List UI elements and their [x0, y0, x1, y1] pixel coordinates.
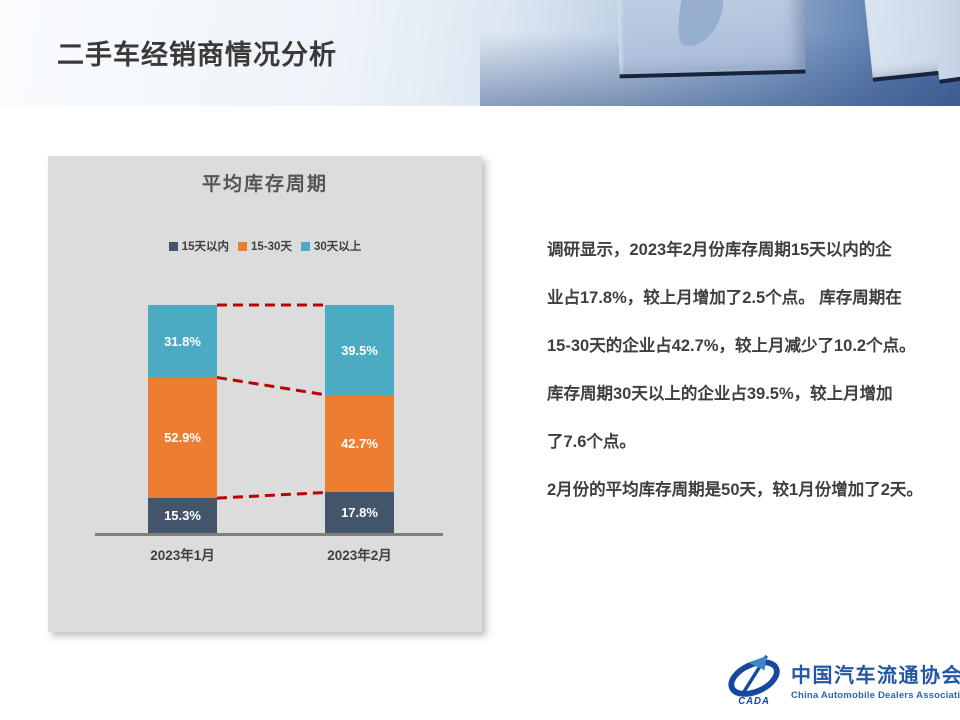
bar-segment: 15.3%	[148, 498, 217, 533]
bar-value-label: 42.7%	[341, 436, 378, 452]
stacked-bar: 31.8% 52.9% 15.3%	[148, 305, 217, 533]
analysis-line: 业占17.8%，较上月增加了2.5个点。 库存周期在	[547, 289, 902, 307]
bar-value-label: 31.8%	[164, 333, 201, 349]
analysis-line: 调研显示，2023年2月份库存周期15天以内的企	[547, 241, 892, 259]
bar-value-label: 17.8%	[341, 505, 378, 521]
legend-item: 30天以上	[300, 238, 362, 254]
analysis-line: 了7.6个点。	[547, 433, 636, 451]
x-axis-label: 2023年1月	[150, 548, 215, 563]
connector-line	[216, 376, 328, 397]
analysis-line: 库存周期30天以上的企业占39.5%，较上月增加	[547, 385, 893, 403]
x-axis-label: 2023年2月	[327, 548, 392, 563]
legend-label: 15-30天	[251, 241, 292, 253]
stacked-bar: 39.5% 42.7% 17.8%	[325, 305, 394, 533]
legend-label: 30天以上	[313, 241, 362, 253]
analysis-text-block: 调研显示，2023年2月份库存周期15天以内的企 业占17.8%，较上月增加了2…	[547, 226, 935, 514]
logo-chinese-name: 中国汽车流通协会	[791, 665, 960, 687]
bar-segment: 52.9%	[148, 377, 217, 499]
chart-panel: 平均库存周期 15天以内 15-30天 30天以上 31.8% 52.9% 15.3% 2…	[48, 156, 482, 632]
bar-segment: 17.8%	[325, 492, 394, 533]
slide-header: 二手车经销商情况分析	[0, 0, 960, 106]
legend-swatch-icon	[168, 241, 178, 251]
bar-value-label: 52.9%	[164, 430, 201, 446]
legend-swatch-icon	[238, 241, 248, 251]
bar-value-label: 39.5%	[341, 342, 378, 358]
decorative-globe-cube-icon	[616, 0, 806, 79]
bar-segment: 31.8%	[148, 305, 217, 378]
page-title: 二手车经销商情况分析	[57, 40, 337, 70]
bar-segment: 42.7%	[325, 395, 394, 493]
legend-label: 15天以内	[181, 241, 230, 253]
chart-title: 平均库存周期	[201, 174, 328, 195]
connector-line	[216, 490, 328, 500]
legend-swatch-icon	[300, 241, 310, 251]
bar-value-label: 15.3%	[164, 508, 201, 524]
analysis-line: 15-30天的企业占42.7%，较上月减少了10.2个点。	[547, 337, 916, 355]
chart-legend: 15天以内 15-30天 30天以上	[48, 238, 482, 254]
cada-logo-text: CADA	[738, 696, 770, 707]
footer-logo: CADA 中国汽车流通协会 China Automobile Dealers A…	[727, 652, 960, 708]
bar-segment: 39.5%	[325, 305, 394, 396]
x-axis-line	[95, 533, 443, 536]
legend-item: 15-30天	[238, 238, 292, 254]
map-blob	[671, 0, 730, 52]
logo-text-block: 中国汽车流通协会 China Automobile Dealers Associ…	[791, 659, 960, 701]
analysis-line: 2月份的平均库存周期是50天，较1月份增加了2天。	[547, 481, 923, 499]
cada-logo-icon: CADA	[728, 654, 780, 707]
logo-english-name: China Automobile Dealers Association	[791, 690, 960, 701]
chart-plot-area: 31.8% 52.9% 15.3% 2023年1月 39.5% 42.7% 17.8% 202…	[48, 156, 482, 632]
legend-item: 15天以内	[168, 238, 230, 254]
